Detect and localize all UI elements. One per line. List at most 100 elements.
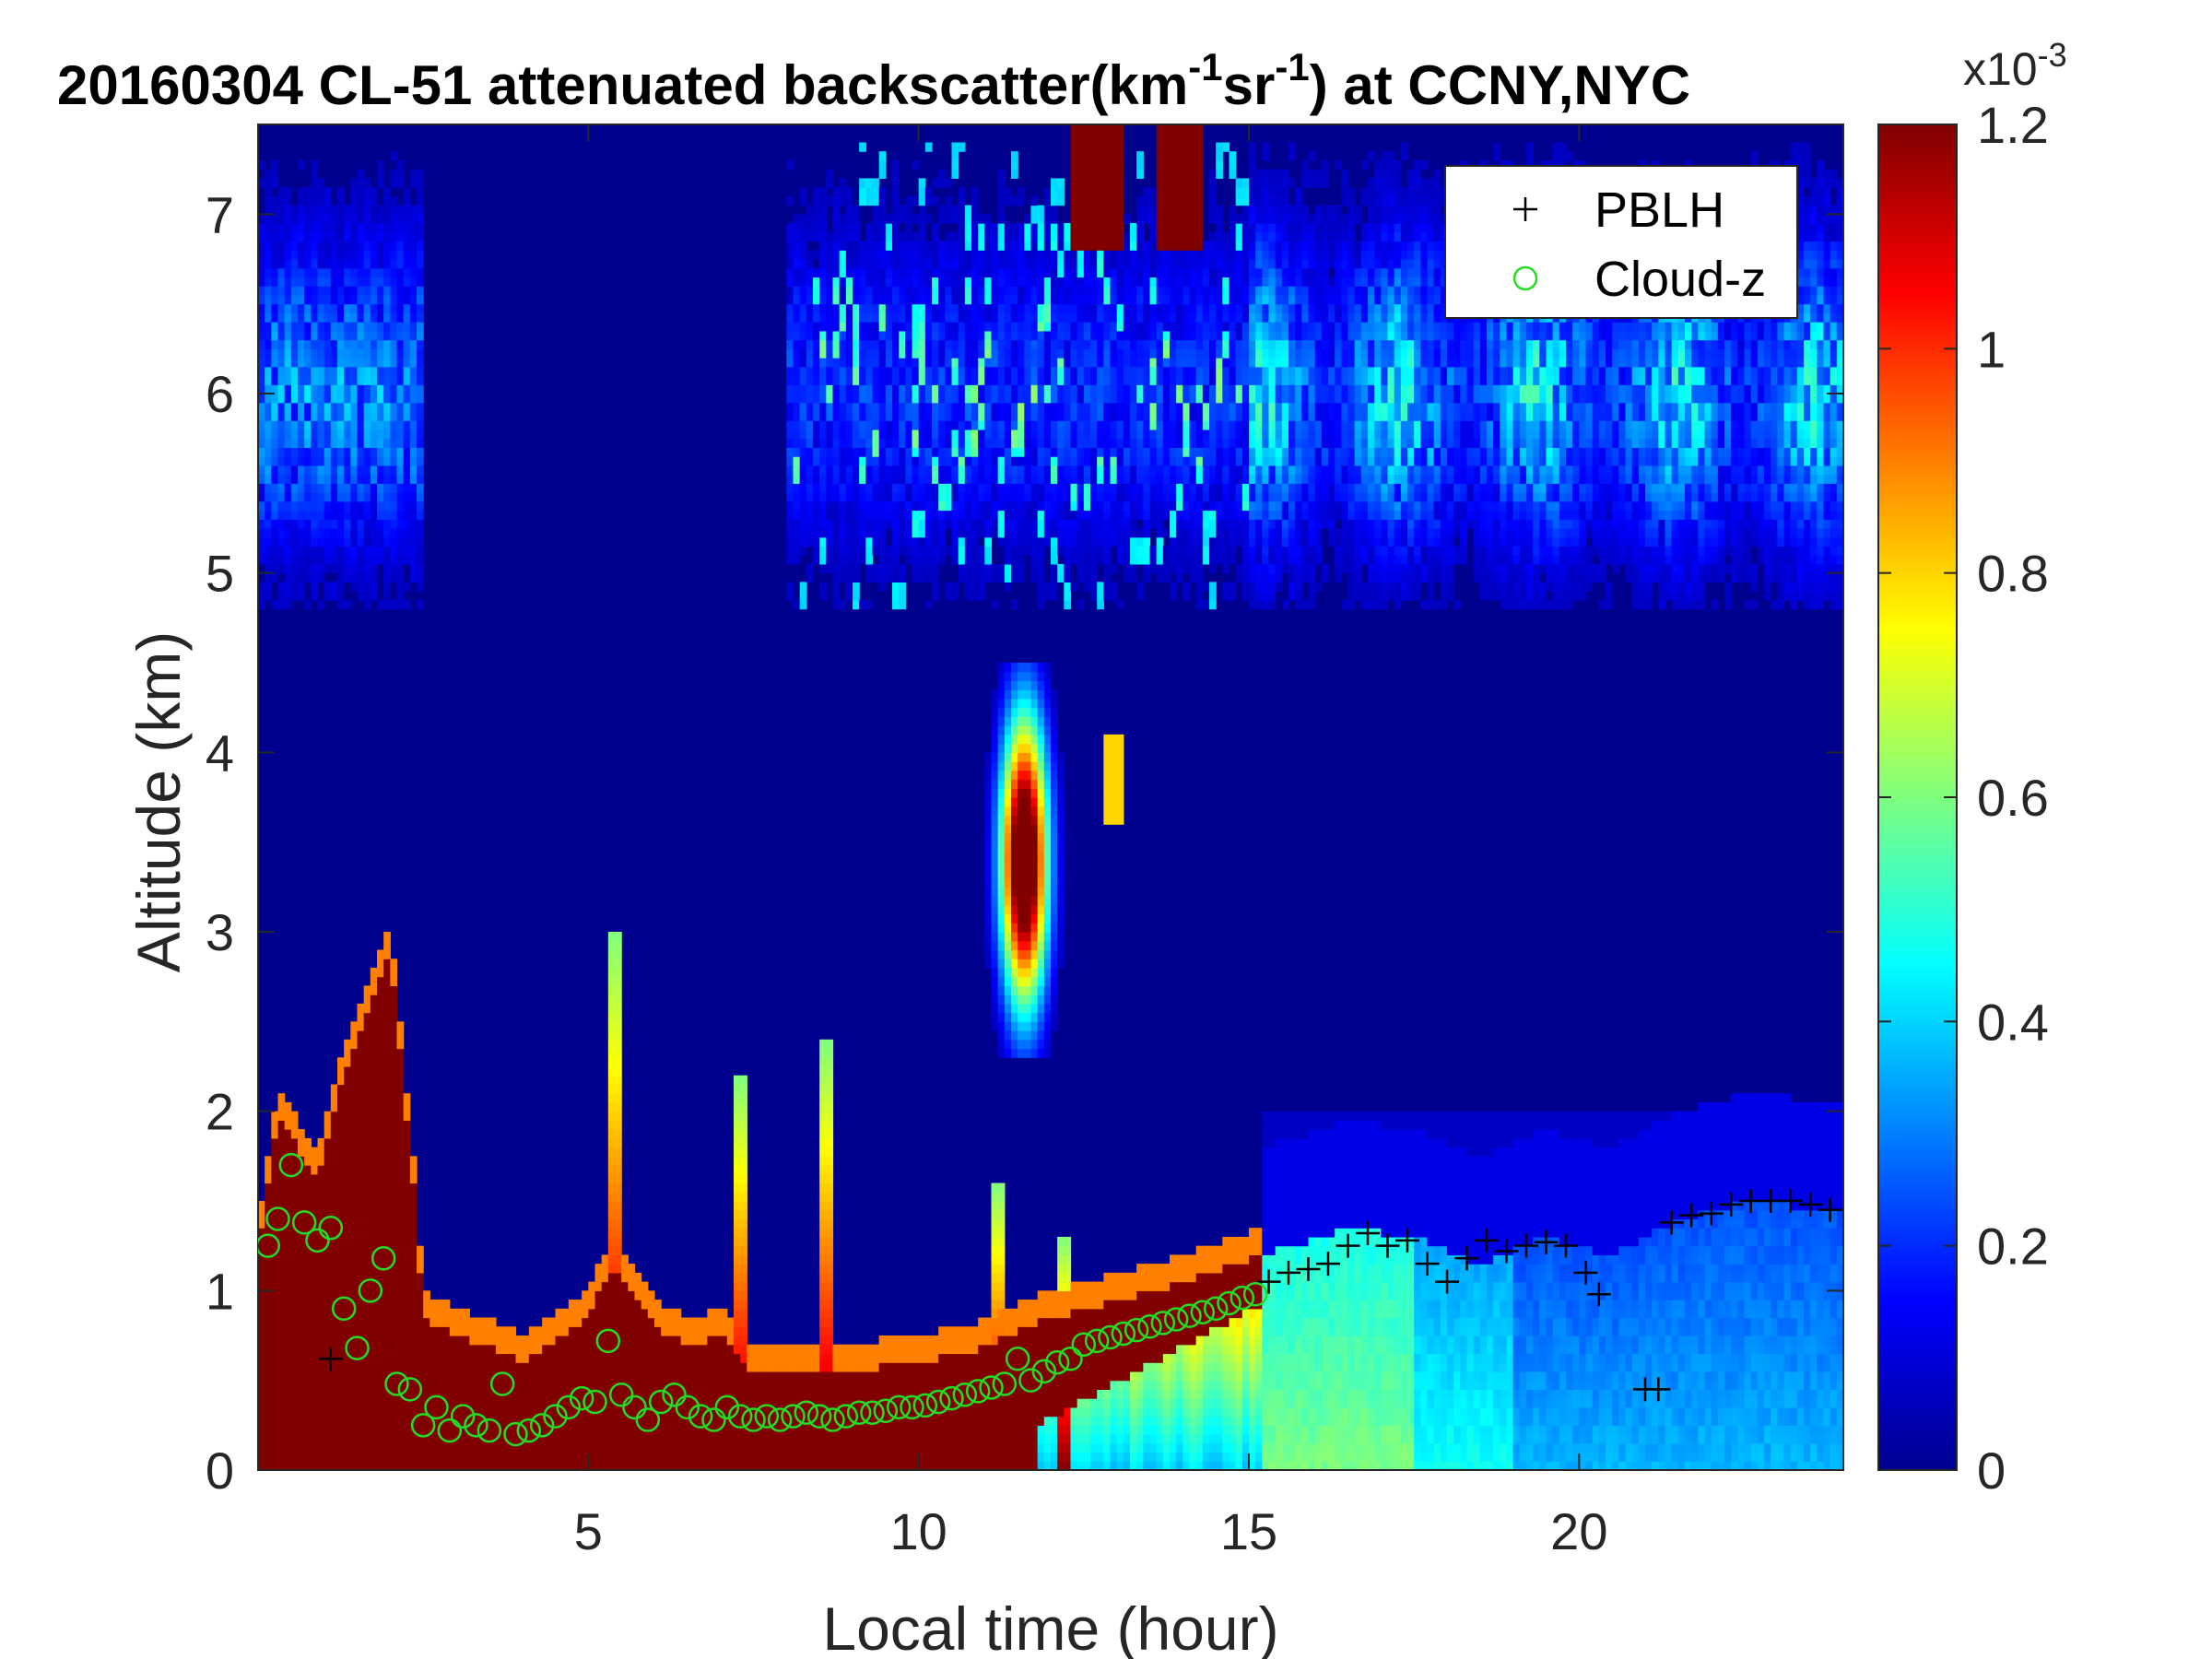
cloud-z-point xyxy=(781,1404,806,1429)
pblh-point xyxy=(1277,1260,1300,1285)
cloud-z-point xyxy=(1071,1332,1097,1357)
cloud-z-point xyxy=(1203,1296,1229,1322)
pblh-point xyxy=(1573,1260,1598,1285)
pblh-point xyxy=(1586,1282,1611,1307)
cloud-z-point xyxy=(846,1400,872,1425)
cloud-z-point xyxy=(1217,1290,1241,1316)
x-tick-label: 20 xyxy=(1550,1502,1607,1560)
legend-label-cloud-z: Cloud-z xyxy=(1594,252,1766,307)
y-tick-label: 5 xyxy=(206,545,234,603)
cloud-z-point xyxy=(648,1389,674,1415)
cloud-z-point xyxy=(424,1394,449,1420)
pblh-point xyxy=(1646,1377,1671,1402)
cloud-z-point xyxy=(1005,1347,1030,1371)
cloud-z-point xyxy=(318,1215,344,1241)
cloud-z-point xyxy=(1163,1307,1189,1332)
cloud-z-point xyxy=(939,1385,964,1411)
legend-box xyxy=(1444,165,1798,319)
y-axis-label: Altitude (km) xyxy=(124,631,193,972)
colorbar: 0 0.2 0.4 0.6 0.8 1 1.2 x10-3 xyxy=(1877,36,2067,1500)
pblh-point xyxy=(1356,1221,1380,1246)
y-tick-label: 7 xyxy=(206,185,234,243)
cloud-z-point xyxy=(397,1377,423,1402)
pblh-point xyxy=(1659,1210,1684,1235)
legend-label-pblh: PBLH xyxy=(1594,182,1724,238)
cloud-z-point xyxy=(331,1296,357,1322)
pblh-point xyxy=(1435,1269,1459,1294)
cloud-z-point xyxy=(635,1407,661,1432)
cloud-z-point xyxy=(1137,1314,1162,1339)
cloud-z-point xyxy=(992,1371,1018,1396)
marker-layer xyxy=(258,1152,1842,1447)
pblh-point xyxy=(1699,1201,1724,1226)
cloud-z-point xyxy=(833,1404,859,1429)
y-tick-label: 2 xyxy=(206,1083,234,1141)
cloud-z-point xyxy=(979,1375,1004,1400)
pblh-point xyxy=(1534,1230,1559,1254)
colorbar-tick-label: 1.2 xyxy=(1977,96,2049,154)
pblh-point xyxy=(1256,1269,1281,1294)
x-axis-label: Local time (hour) xyxy=(822,1594,1278,1659)
colorbar-ticks: 0 0.2 0.4 0.6 0.8 1 1.2 xyxy=(1878,96,2049,1500)
pblh-point xyxy=(1818,1197,1842,1222)
cloud-z-point xyxy=(622,1394,647,1420)
colorbar-tick-label: 0.8 xyxy=(1977,545,2049,603)
cloud-z-point xyxy=(543,1404,568,1429)
cloud-z-point xyxy=(1084,1328,1110,1354)
cloud-z-point xyxy=(278,1152,304,1178)
cloud-z-point xyxy=(688,1404,713,1429)
legend: PBLH Cloud-z xyxy=(1444,165,1798,319)
cloud-z-point xyxy=(437,1418,463,1443)
cloud-z-point xyxy=(727,1404,753,1429)
pblh-point xyxy=(1554,1233,1578,1258)
pblh-point xyxy=(1316,1252,1340,1277)
pblh-point xyxy=(318,1347,343,1371)
pblh-point xyxy=(1778,1189,1803,1213)
cloud-z-point xyxy=(1018,1368,1043,1393)
pblh-point xyxy=(1719,1192,1744,1217)
y-tick-label: 0 xyxy=(206,1441,234,1500)
cloud-z-point xyxy=(358,1278,383,1303)
pblh-point xyxy=(1335,1233,1360,1258)
legend-marker-cloud-z xyxy=(1512,265,1538,291)
pblh-point xyxy=(1679,1203,1704,1228)
cloud-z-point xyxy=(1190,1300,1216,1324)
cloud-z-point xyxy=(291,1210,317,1235)
cloud-z-point xyxy=(714,1394,740,1420)
colorbar-scale-label: x10-3 xyxy=(1963,36,2067,95)
cloud-z-point xyxy=(767,1407,793,1432)
cloud-z-point xyxy=(1230,1285,1255,1311)
pblh-point xyxy=(1395,1228,1419,1253)
cloud-z-point xyxy=(886,1394,912,1420)
cloud-z-point xyxy=(662,1382,687,1407)
pblh-point xyxy=(1798,1192,1823,1217)
cloud-z-point xyxy=(912,1393,938,1418)
cloud-z-point xyxy=(754,1404,780,1429)
cloud-z-point xyxy=(820,1407,845,1432)
y-tick-label: 1 xyxy=(206,1262,234,1320)
cloud-z-point xyxy=(873,1398,899,1424)
cloud-z-point xyxy=(741,1407,766,1432)
plot-frame xyxy=(257,124,1844,1471)
cloud-z-point xyxy=(503,1421,528,1447)
cloud-z-point xyxy=(860,1400,885,1425)
cloud-z-point xyxy=(305,1228,330,1253)
x-tick-label: 15 xyxy=(1220,1502,1277,1560)
x-tick-label: 5 xyxy=(574,1502,603,1560)
cloud-z-point xyxy=(384,1371,409,1396)
colorbar-tick-label: 0.2 xyxy=(1977,1218,2049,1276)
cloud-z-point xyxy=(477,1418,502,1443)
cloud-z-point xyxy=(1150,1311,1176,1335)
cloud-z-point xyxy=(582,1389,607,1415)
cloud-z-point xyxy=(450,1404,476,1429)
pblh-point xyxy=(1375,1233,1400,1258)
pblh-point xyxy=(1494,1239,1519,1264)
cloud-z-point xyxy=(464,1413,488,1438)
cloud-z-point xyxy=(701,1407,726,1432)
cloud-z-point xyxy=(371,1246,396,1271)
y-tick-label: 6 xyxy=(206,365,234,423)
cloud-z-point xyxy=(1242,1281,1268,1307)
cloud-z-point xyxy=(608,1382,634,1407)
cloud-z-point xyxy=(1098,1324,1123,1350)
